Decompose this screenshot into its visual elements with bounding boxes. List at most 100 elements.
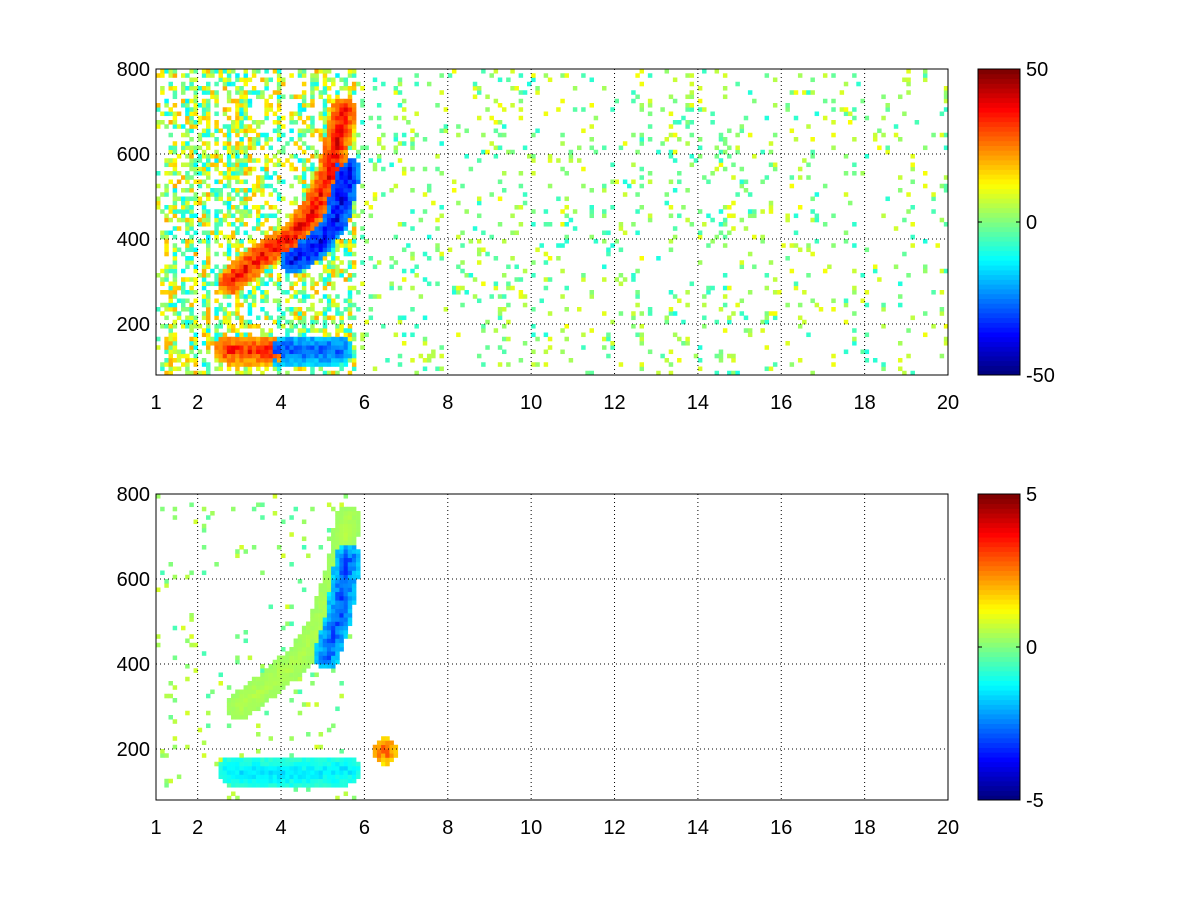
heatmap-cell: [247, 353, 253, 359]
heatmap-cell: [243, 698, 249, 703]
heatmap-cell: [281, 81, 286, 87]
heatmap-cell: [343, 761, 349, 767]
heatmap-cell: [289, 753, 294, 758]
heatmap-cell: [326, 647, 332, 652]
heatmap-cell: [306, 200, 311, 206]
heatmap-cell: [289, 264, 294, 270]
heatmap-cell: [281, 336, 286, 342]
heatmap-cell: [268, 243, 274, 248]
heatmap-cell: [339, 268, 344, 274]
heatmap-cell: [335, 566, 340, 571]
colorbar-step: [978, 632, 1020, 638]
heatmap-cell: [339, 591, 344, 597]
heatmap-cell: [451, 290, 457, 295]
heatmap-cell: [318, 732, 324, 737]
heatmap-cell: [322, 196, 328, 202]
heatmap-cell: [860, 298, 865, 304]
heatmap-cell: [172, 251, 178, 257]
heatmap-cell: [222, 200, 228, 206]
heatmap-cell: [331, 362, 336, 367]
heatmap-cell: [268, 77, 274, 83]
heatmap-cell: [785, 107, 790, 112]
heatmap-cell: [289, 774, 294, 780]
heatmap-cell: [301, 642, 307, 648]
heatmap-cell: [264, 107, 269, 112]
heatmap-cell: [197, 200, 203, 206]
heatmap-cell: [535, 86, 540, 91]
heatmap-cell: [168, 132, 173, 138]
heatmap-cell: [260, 349, 265, 355]
heatmap-cell: [222, 86, 228, 91]
heatmap-cell: [814, 217, 820, 223]
heatmap-cell: [314, 200, 319, 206]
heatmap-cell: [522, 192, 528, 197]
heatmap-cell: [285, 358, 290, 363]
heatmap-cell: [351, 549, 357, 554]
heatmap-cell: [256, 256, 261, 261]
heatmap-cell: [176, 111, 182, 117]
heatmap-cell: [339, 621, 344, 627]
heatmap-cell: [181, 162, 186, 168]
heatmap-cell: [272, 494, 278, 499]
heatmap-cell: [185, 664, 190, 669]
heatmap-cell: [256, 260, 261, 265]
heatmap-cell: [272, 239, 278, 244]
heatmap-cell: [343, 596, 349, 601]
heatmap-cell: [589, 213, 594, 219]
heatmap-cell: [614, 277, 619, 282]
heatmap-cell: [314, 651, 319, 656]
heatmap-cell: [326, 162, 332, 168]
heatmap-cell: [243, 319, 249, 325]
heatmap-cell: [272, 264, 278, 270]
heatmap-cell: [310, 761, 315, 767]
heatmap-cell: [289, 770, 294, 775]
heatmap-cell: [393, 234, 399, 240]
heatmap-cell: [347, 86, 353, 91]
heatmap-cell: [718, 358, 724, 363]
heatmap-cell: [368, 294, 374, 299]
heatmap-cell: [222, 778, 228, 784]
heatmap-cell: [335, 234, 340, 240]
heatmap-cell: [260, 672, 265, 678]
heatmap-cell: [243, 247, 249, 253]
colorbar-step: [978, 608, 1020, 615]
heatmap-cell: [181, 307, 186, 312]
heatmap-cell: [251, 128, 257, 134]
y-tick-label: 800: [117, 484, 150, 506]
heatmap-cell: [664, 137, 670, 142]
heatmap-cell: [347, 243, 353, 248]
heatmap-cell: [322, 761, 328, 767]
heatmap-cell: [443, 107, 449, 112]
heatmap-cell: [189, 226, 194, 231]
heatmap-cell: [293, 230, 299, 236]
heatmap-cell: [385, 757, 390, 763]
heatmap-cell: [293, 111, 299, 117]
heatmap-cell: [339, 345, 344, 350]
heatmap-cell: [301, 205, 307, 210]
heatmap-cell: [281, 553, 286, 559]
heatmap-cell: [439, 171, 444, 176]
heatmap-cell: [247, 77, 253, 83]
heatmap-cell: [231, 171, 236, 176]
colorbar-step: [978, 723, 1020, 729]
heatmap-cell: [260, 264, 265, 270]
heatmap-cell: [293, 770, 299, 775]
heatmap-cell: [893, 132, 899, 138]
heatmap-cell: [335, 200, 340, 206]
heatmap-cell: [647, 98, 653, 104]
heatmap-cell: [260, 294, 265, 299]
heatmap-cell: [176, 209, 182, 214]
heatmap-cell: [343, 222, 349, 227]
heatmap-cell: [239, 98, 244, 104]
heatmap-cell: [185, 107, 190, 112]
heatmap-cell: [318, 328, 324, 333]
heatmap-cell: [168, 205, 173, 210]
heatmap-cell: [739, 311, 745, 316]
heatmap-cell: [314, 171, 319, 176]
heatmap-cell: [339, 200, 344, 206]
heatmap-cell: [193, 145, 198, 151]
heatmap-cell: [268, 761, 274, 767]
heatmap-cell: [331, 107, 336, 112]
heatmap-cell: [418, 353, 424, 359]
heatmap-cell: [481, 362, 486, 367]
